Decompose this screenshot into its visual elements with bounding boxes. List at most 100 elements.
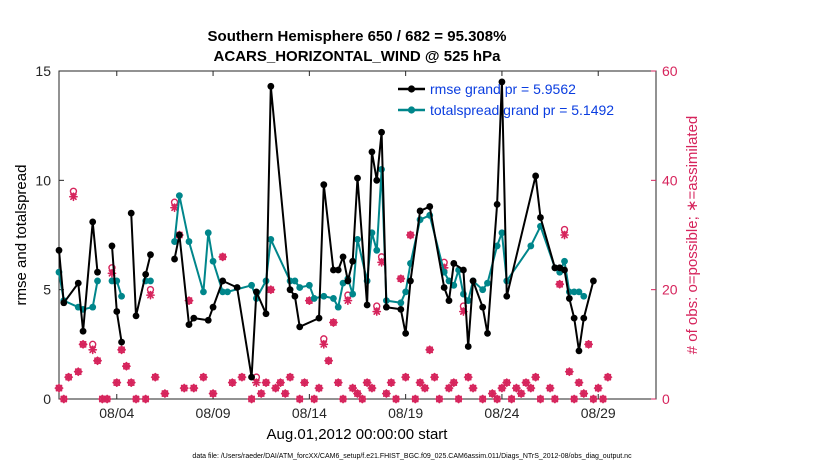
- obs-assimilated-marker: [59, 394, 69, 404]
- x-tick-label: 08/19: [388, 405, 423, 421]
- rmse-point: [354, 174, 361, 182]
- obs-assimilated-marker: [102, 394, 112, 404]
- asterisk-stroke: [517, 390, 525, 397]
- obs-assimilated-marker: [122, 361, 131, 371]
- y-axis-left-label: rmse and totalspread: [13, 165, 30, 306]
- rmse-point: [142, 270, 150, 278]
- asterisk-stroke: [464, 373, 472, 381]
- x-axis-label: Aug.01,2012 00:00:00 start: [267, 426, 449, 443]
- x-tick-label: 08/24: [484, 405, 519, 421]
- asterisk-stroke: [575, 379, 583, 386]
- obs-assimilated-marker: [343, 296, 353, 306]
- obs-assimilated-marker: [64, 372, 74, 382]
- rmse-point: [320, 181, 328, 189]
- totalspread-point: [89, 303, 97, 311]
- obs-assimilated-marker: [146, 290, 155, 300]
- obs-assimilated-marker: [367, 383, 377, 393]
- asterisk-stroke: [455, 395, 462, 403]
- obs-assimilated-marker: [526, 383, 536, 393]
- asterisk-stroke: [60, 395, 68, 403]
- asterisk-stroke: [382, 390, 390, 397]
- obs-assimilated-marker: [131, 394, 141, 404]
- rmse-point: [344, 277, 352, 285]
- rmse-point: [532, 172, 540, 180]
- asterisk-stroke: [580, 390, 588, 397]
- obs-count-markers: [54, 187, 613, 404]
- asterisk-stroke: [565, 368, 573, 376]
- asterisk-stroke: [79, 340, 87, 348]
- rmse-point: [445, 297, 453, 304]
- totalspread-point: [402, 288, 410, 296]
- obs-assimilated-marker: [396, 274, 406, 284]
- obs-assimilated-marker: [285, 372, 295, 382]
- obs-assimilated-marker: [237, 372, 247, 382]
- asterisk-stroke: [450, 379, 458, 386]
- obs-assimilated-marker: [218, 252, 228, 262]
- legend-spread-marker: [407, 106, 416, 114]
- obs-assimilated-marker: [338, 394, 348, 404]
- rmse-point: [147, 251, 154, 259]
- obs-assimilated-marker: [454, 394, 464, 404]
- obs-assimilated-marker: [309, 394, 319, 404]
- asterisk-stroke: [368, 384, 376, 392]
- rmse-point: [469, 277, 477, 285]
- rmse-point: [79, 327, 87, 335]
- obs-assimilated-marker: [584, 339, 593, 349]
- obs-assimilated-marker: [478, 394, 488, 404]
- legend-rmse-marker: [407, 85, 416, 93]
- legend-rmse-label: rmse grand pr = 5.9562: [430, 81, 576, 97]
- obs-assimilated-marker: [117, 345, 126, 355]
- rmse-point: [590, 277, 597, 285]
- asterisk-stroke: [431, 373, 438, 381]
- obs-assimilated-marker: [199, 372, 208, 382]
- asterisk-stroke: [599, 395, 607, 403]
- totalspread-point: [580, 292, 588, 300]
- obs-assimilated-marker: [425, 345, 435, 355]
- asterisk-stroke: [585, 340, 592, 348]
- asterisk-stroke: [190, 384, 198, 392]
- obs-assimilated-marker: [357, 394, 367, 404]
- obs-assimilated-marker: [69, 192, 78, 202]
- obs-assimilated-marker: [406, 230, 415, 240]
- rmse-point: [334, 266, 342, 274]
- asterisk-stroke: [330, 319, 337, 326]
- obs-assimilated-marker: [333, 378, 343, 388]
- obs-assimilated-marker: [598, 394, 608, 404]
- obs-assimilated-marker: [434, 394, 444, 404]
- asterisk-stroke: [387, 379, 395, 386]
- totalspread-point: [291, 277, 299, 285]
- rmse-point: [204, 316, 212, 324]
- asterisk-stroke: [219, 253, 227, 261]
- asterisk-stroke: [594, 384, 602, 392]
- totalspread-point: [310, 295, 318, 302]
- totalspread-point: [561, 257, 568, 265]
- totalspread-point: [118, 292, 125, 300]
- asterisk-stroke: [488, 390, 496, 397]
- asterisk-stroke: [407, 231, 414, 239]
- asterisk-stroke: [392, 395, 400, 403]
- obs-assimilated-marker: [295, 394, 305, 404]
- asterisk-stroke: [161, 390, 169, 397]
- obs-assimilated-marker: [511, 383, 521, 393]
- rmse-point: [60, 299, 68, 307]
- totalspread-point: [330, 295, 337, 302]
- asterisk-stroke: [426, 346, 434, 354]
- totalspread-point: [373, 246, 381, 254]
- obs-assimilated-marker: [574, 378, 584, 388]
- rmse-point: [330, 266, 337, 274]
- obs-assimilated-marker: [73, 367, 83, 377]
- rmse-point: [132, 312, 140, 320]
- asterisk-stroke: [344, 297, 352, 304]
- asterisk-stroke: [512, 384, 520, 392]
- rmse-point: [94, 268, 101, 276]
- rmse-point: [382, 303, 390, 311]
- asterisk-stroke: [551, 395, 559, 403]
- rmse-point: [397, 305, 405, 313]
- asterisk-stroke: [354, 390, 361, 397]
- obs-assimilated-marker: [502, 378, 512, 388]
- totalspread-point: [479, 286, 487, 294]
- x-tick-label: 08/09: [196, 405, 231, 421]
- legend-spread-label: totalspread grand pr = 5.1492: [430, 102, 614, 118]
- rmse-point: [339, 253, 347, 261]
- obs-assimilated-marker: [550, 394, 560, 404]
